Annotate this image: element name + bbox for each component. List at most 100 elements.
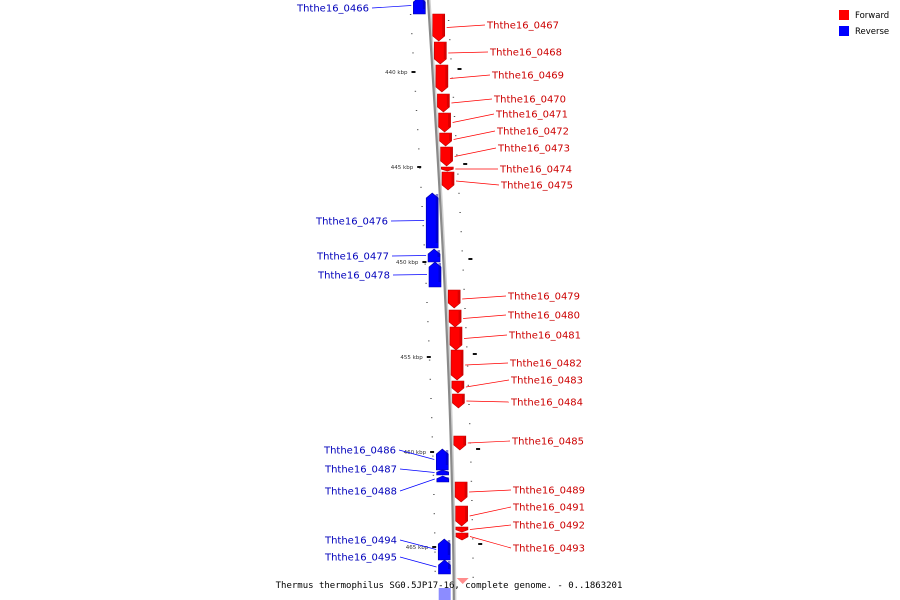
gene-label-connector: [392, 274, 428, 276]
gene-label-connector: [449, 74, 491, 79]
gene-arrow-shade: [464, 483, 468, 497]
gene-Ththe16_0472[interactable]: [439, 132, 452, 147]
gene-arrow-shade: [446, 477, 449, 480]
major-tick-mark: [457, 68, 462, 70]
gene-arrow[interactable]: [441, 166, 454, 172]
gene-label-connector: [469, 489, 512, 493]
gene-Ththe16_0486[interactable]: [435, 448, 449, 471]
gene-arrow[interactable]: [439, 132, 452, 147]
gene-label: Ththe16_0481: [508, 331, 581, 342]
gene-Ththe16_0480[interactable]: [448, 309, 462, 328]
gene-arrow[interactable]: [441, 171, 455, 191]
gene-Ththe16_0469[interactable]: [435, 64, 449, 93]
gene-arrow[interactable]: [437, 93, 450, 113]
gene-Ththe16_0489[interactable]: [454, 481, 468, 503]
gene-arrow-shade: [461, 395, 465, 403]
gene-Ththe16_0478[interactable]: [428, 261, 442, 288]
gene-Ththe16_0468[interactable]: [434, 41, 447, 65]
gene-arrow[interactable]: [453, 435, 467, 451]
minor-tick: [431, 417, 433, 419]
gene-arrow-shade: [463, 437, 466, 445]
gene-arrow[interactable]: [454, 481, 468, 503]
minor-tick: [459, 212, 461, 213]
gene-Ththe16_0494[interactable]: [437, 538, 451, 561]
gene-label: Ththe16_0489: [512, 486, 585, 497]
gene-Ththe16_0475[interactable]: [441, 171, 455, 191]
gene-arrow[interactable]: [432, 13, 446, 42]
minor-tick: [461, 250, 463, 252]
gene-arrow[interactable]: [440, 146, 453, 167]
genome-backbone: [426, 0, 455, 600]
gene-arrow-shade: [437, 250, 441, 257]
gene-label: Ththe16_0477: [316, 252, 389, 263]
gene-arrow[interactable]: [434, 41, 447, 65]
gene-label-connector: [469, 524, 512, 530]
gene-label: Ththe16_0468: [489, 48, 562, 59]
gene-label: Ththe16_0488: [324, 487, 397, 498]
gene-Ththe16_0484[interactable]: [452, 393, 465, 409]
gene-arrow-shade: [446, 471, 449, 473]
gene-label: Ththe16_0486: [323, 446, 396, 457]
gene-Ththe16_0471[interactable]: [438, 112, 451, 133]
gene-arrow-shade: [459, 328, 462, 345]
gene-Ththe16_0495[interactable]: [438, 559, 451, 575]
minor-tick: [458, 192, 460, 194]
gene-Ththe16_0476[interactable]: [425, 192, 439, 249]
gene-Ththe16_0482[interactable]: [450, 349, 464, 381]
gene-Ththe16_0474[interactable]: [441, 166, 454, 172]
gene-arrow[interactable]: [455, 505, 468, 527]
gene-Ththe16_0477[interactable]: [427, 248, 441, 263]
minor-tick: [465, 327, 467, 329]
gene-arrow-shade: [445, 66, 448, 87]
gene-arrow[interactable]: [448, 309, 462, 328]
gene-Ththe16_0479[interactable]: [447, 289, 461, 309]
gene-arrow[interactable]: [450, 349, 464, 381]
gene-arrow[interactable]: [438, 112, 451, 133]
minor-tick: [427, 321, 429, 323]
legend-swatch-forward: [839, 10, 849, 20]
gene-labels-layer: Ththe16_0466 Ththe16_0467 Ththe16_0468 Thth…: [296, 4, 585, 568]
gene-Ththe16_0481[interactable]: [449, 326, 463, 351]
major-tick-mark: [417, 166, 422, 168]
gene-Ththe16_0470[interactable]: [437, 93, 450, 113]
legend-label-reverse: Reverse: [855, 27, 889, 37]
minor-tick: [472, 576, 474, 578]
gene-arrow[interactable]: [435, 64, 449, 93]
minor-tick: [425, 282, 427, 284]
gene-label: Ththe16_0470: [493, 95, 566, 106]
minor-tick: [428, 359, 431, 361]
minor-tick: [414, 90, 417, 92]
gene-Ththe16_0467[interactable]: [432, 13, 446, 42]
gene-Ththe16_0473[interactable]: [440, 146, 453, 167]
minor-tick: [452, 96, 455, 98]
minor-tick: [449, 39, 451, 41]
gene-Ththe16_0485[interactable]: [453, 435, 467, 451]
gene-arrow[interactable]: [449, 326, 463, 351]
gene-arrow-shade: [443, 43, 447, 59]
gene-arrow[interactable]: [447, 289, 461, 309]
gene-arrow-shade: [435, 194, 439, 243]
gene-Ththe16_0487[interactable]: [436, 469, 449, 476]
gene-label-connector: [399, 468, 435, 473]
gene-Ththe16_0483[interactable]: [451, 380, 465, 394]
gene-arrow[interactable]: [455, 532, 469, 541]
partial-gene-reverse: [438, 588, 451, 600]
gene-label-connector: [467, 440, 511, 444]
gene-label-connector: [463, 334, 508, 339]
gene-arrow[interactable]: [452, 393, 465, 409]
gene-arrow-shade: [450, 148, 453, 161]
gene-Ththe16_0491[interactable]: [455, 505, 468, 527]
gene-Ththe16_0466[interactable]: [413, 0, 426, 15]
gene-Ththe16_0493[interactable]: [455, 532, 469, 541]
gene-Ththe16_0492[interactable]: [455, 526, 469, 533]
minor-tick: [409, 14, 412, 15]
minor-tick: [466, 365, 469, 367]
gene-label: Ththe16_0480: [507, 311, 580, 322]
minor-tick: [415, 110, 418, 111]
genome-caption: Thermus thermophilus SG0.5JP17-16, compl…: [276, 581, 623, 591]
gene-arrow[interactable]: [451, 380, 465, 394]
gene-arrow[interactable]: [455, 526, 469, 533]
gene-label: Ththe16_0494: [324, 536, 397, 547]
tick-dots-layer: [409, 14, 474, 578]
gene-Ththe16_0488[interactable]: [436, 475, 450, 483]
